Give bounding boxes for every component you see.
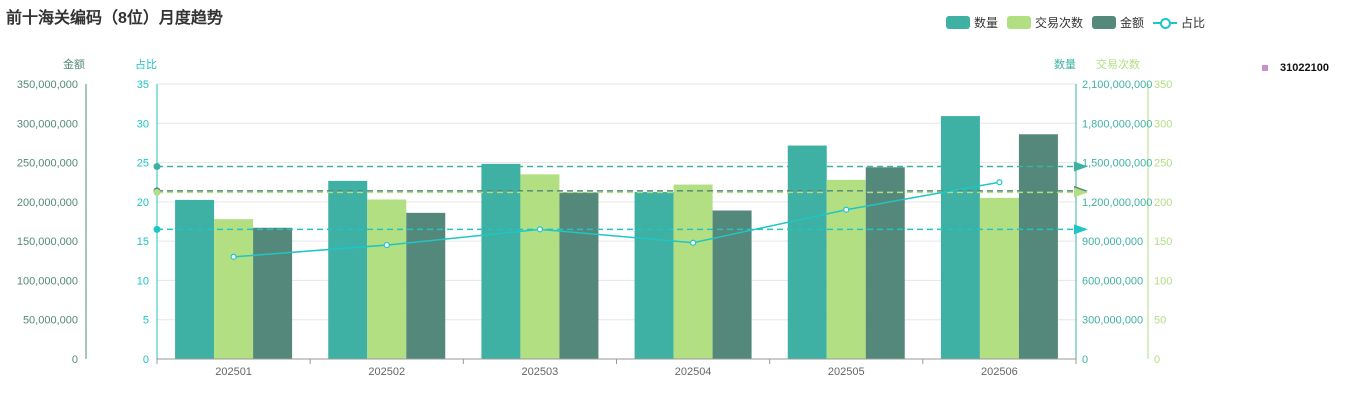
legend-label-ratio: 占比 [1181, 16, 1206, 30]
axis-name: 数量 [1054, 58, 1076, 71]
axis-tick-label: 10 [137, 275, 149, 287]
bar-交易次数-202503 [520, 174, 560, 359]
bar-交易次数-202501 [214, 219, 254, 359]
bar-金额-202501 [253, 227, 293, 359]
axis-tick-label: 0 [72, 354, 78, 366]
axis-tick-label: 0 [1154, 354, 1160, 366]
grid-lines [157, 83, 1076, 360]
axis-tick-label: 250,000,000 [17, 158, 78, 170]
legend-swatch-ratio [1153, 16, 1178, 29]
axis-tick-label: 900,000,000 [1082, 236, 1143, 248]
legend-label-trade-count: 交易次数 [1035, 16, 1084, 30]
ratio-point-202506 [996, 179, 1003, 186]
chart-title: 前十海关编码（8位）月度趋势 [6, 10, 223, 27]
bar-数量-202506 [940, 116, 980, 359]
axis-tick-label: 1,200,000,000 [1082, 197, 1152, 209]
ratio-point-202501 [230, 253, 237, 260]
series-tag[interactable]: 31022100 [1262, 62, 1329, 74]
axis-tick-label: 25 [137, 158, 149, 170]
axis-tick-label: 50 [1154, 315, 1166, 327]
axis-tick-label: 300 [1154, 118, 1172, 130]
bar-数量-202503 [481, 163, 521, 359]
legend-item-ratio[interactable]: 占比 [1153, 14, 1205, 31]
axis-tick-label: 1,500,000,000 [1082, 158, 1152, 170]
axis-tick-label: 350 [1154, 79, 1172, 91]
axis-name: 交易次数 [1096, 57, 1140, 71]
axis-tick-label: 50,000,000 [23, 315, 78, 327]
axis-tick-label: 100 [1154, 275, 1172, 287]
axis-tick-label: 0 [1082, 354, 1088, 366]
bar-金额-202503 [559, 192, 599, 359]
axis-tick-label: 2,100,000,000 [1082, 79, 1152, 91]
bar-交易次数-202502 [367, 199, 407, 359]
legend-label-quantity: 数量 [974, 16, 999, 30]
x-axis-tick-label: 202501 [215, 366, 252, 378]
bar-金额-202504 [712, 210, 752, 359]
axis-tick-label: 5 [143, 315, 149, 327]
bar-交易次数-202506 [979, 197, 1019, 359]
legend-swatch-trade-count [1007, 16, 1032, 29]
mark-line-arrow-2 [1074, 187, 1088, 198]
bar-数量-202504 [634, 192, 674, 359]
mark-line-arrow-3 [1074, 224, 1088, 235]
axis-tick-label: 35 [137, 79, 149, 91]
bar-金额-202506 [1018, 134, 1058, 359]
bar-金额-202505 [865, 167, 905, 359]
axes [85, 84, 1149, 364]
legend-item-amount[interactable]: 金额 [1092, 14, 1144, 31]
ratio-point-202502 [383, 241, 390, 249]
legend-label-amount: 金额 [1120, 16, 1145, 30]
mark-lines [153, 161, 1088, 235]
mark-line-start-3 [153, 225, 161, 233]
bar-金额-202502 [406, 212, 446, 359]
bar-数量-202505 [787, 145, 827, 359]
axis-tick-label: 200,000,000 [17, 197, 78, 209]
x-axis-tick-label: 202506 [981, 366, 1018, 378]
mark-line-start-0 [153, 163, 161, 170]
ratio-series-line [233, 181, 1000, 258]
legend-item-quantity[interactable]: 数量 [946, 14, 998, 31]
mark-line-start-2 [153, 188, 161, 196]
axis-tick-label: 150 [1154, 236, 1172, 248]
series-tag-dot [1262, 65, 1268, 71]
axis-tick-label: 150,000,000 [17, 236, 78, 248]
axis-tick-label: 250 [1154, 158, 1172, 170]
ratio-point-202504 [689, 239, 697, 246]
bars [175, 116, 1058, 359]
bar-数量-202502 [328, 180, 368, 359]
axis-labels: 350,000,000 300,000,000 250,000,000 200,000… [17, 57, 1173, 378]
legend-item-trade-count[interactable]: 交易次数 [1007, 14, 1083, 31]
axis-tick-label: 600,000,000 [1082, 275, 1143, 287]
legend-swatch-amount [1092, 16, 1117, 29]
axis-tick-label: 200 [1154, 197, 1172, 209]
x-axis-tick-label: 202503 [522, 366, 559, 378]
axis-name: 金额 [63, 57, 85, 71]
bar-交易次数-202504 [673, 184, 713, 359]
axis-tick-label: 20 [137, 197, 149, 209]
axis-tick-label: 100,000,000 [17, 275, 78, 287]
mark-line-arrow-0 [1074, 161, 1088, 172]
bar-数量-202501 [175, 199, 215, 359]
ratio-point-202503 [536, 226, 544, 233]
axis-tick-label: 1,800,000,000 [1082, 118, 1152, 130]
series-tag-label: 31022100 [1280, 62, 1329, 74]
x-axis-tick-label: 202504 [675, 366, 712, 378]
axis-name: 占比 [135, 57, 157, 71]
axis-tick-label: 350,000,000 [17, 79, 78, 91]
legend-swatch-quantity [946, 16, 970, 29]
chart-legend[interactable]: 数量 交易次数 金额 占比 [946, 14, 1214, 31]
axis-tick-label: 300,000,000 [17, 118, 78, 130]
axis-tick-label: 15 [137, 236, 149, 248]
x-axis-tick-label: 202502 [368, 366, 405, 378]
axis-tick-label: 300,000,000 [1082, 315, 1143, 327]
axis-tick-label: 30 [137, 118, 149, 130]
ratio-point-202505 [843, 206, 850, 213]
ratio-line [230, 179, 1003, 260]
axis-tick-label: 0 [143, 354, 149, 366]
x-axis-tick-label: 202505 [828, 366, 865, 378]
